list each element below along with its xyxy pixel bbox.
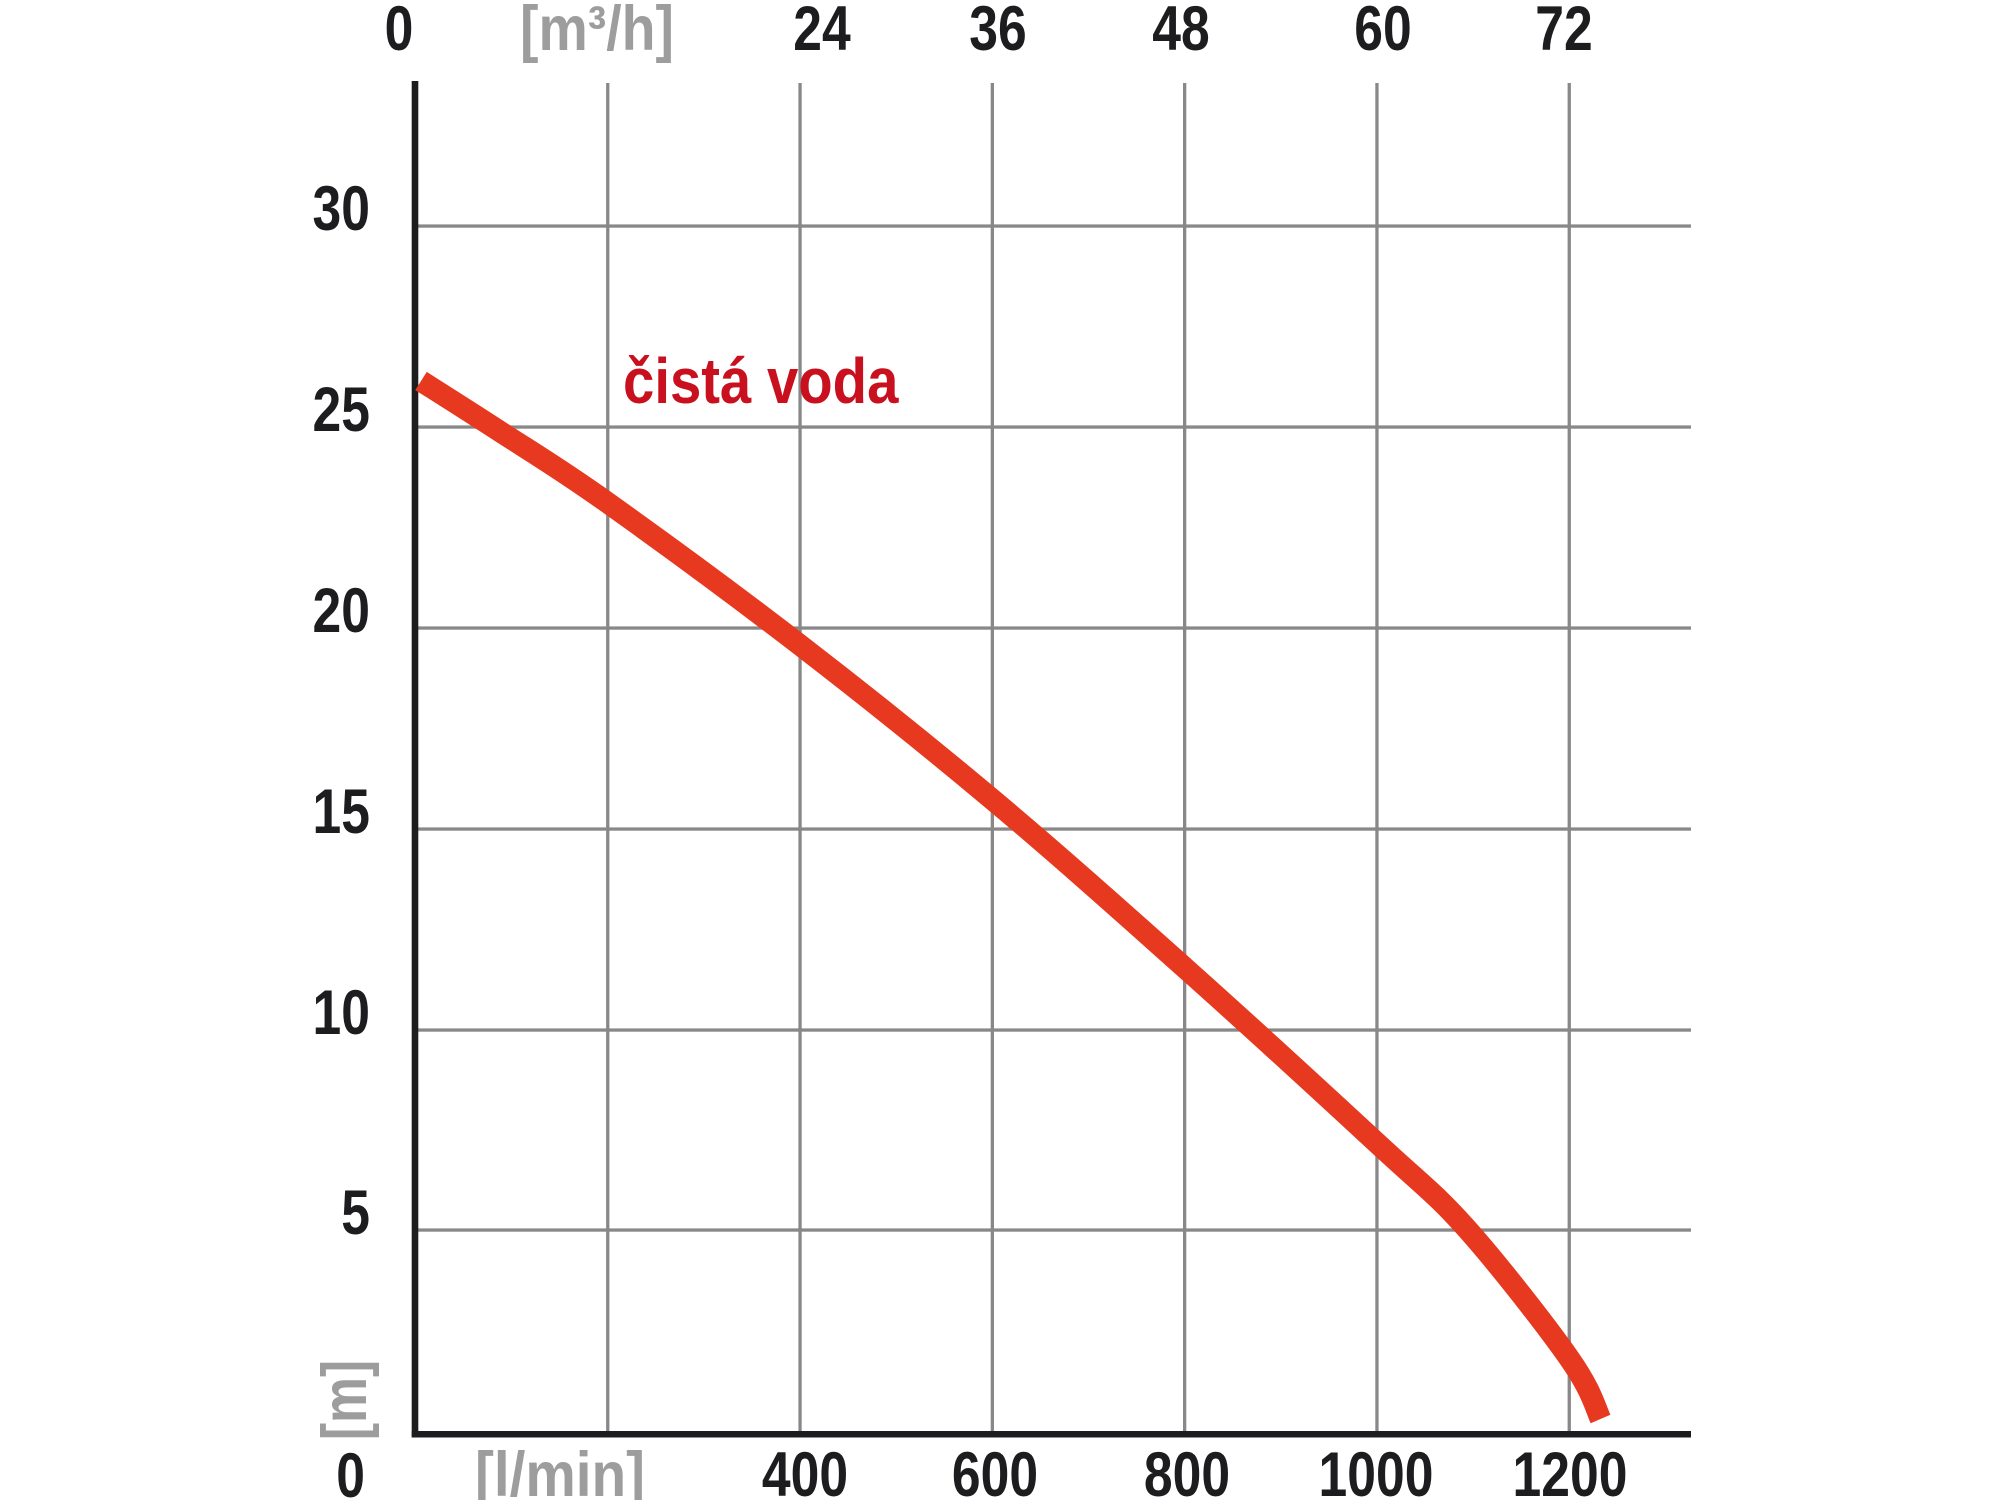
svg-text:25: 25: [313, 375, 370, 445]
svg-text:24: 24: [793, 0, 850, 64]
svg-text:[m³/h]: [m³/h]: [520, 0, 674, 64]
svg-text:72: 72: [1535, 0, 1592, 64]
svg-text:60: 60: [1354, 0, 1411, 64]
svg-text:[l/min]: [l/min]: [475, 1439, 645, 1500]
svg-text:36: 36: [969, 0, 1026, 64]
svg-text:1200: 1200: [1513, 1440, 1628, 1500]
svg-text:20: 20: [313, 576, 370, 646]
svg-text:48: 48: [1152, 0, 1209, 64]
svg-text:600: 600: [952, 1440, 1038, 1500]
svg-text:čistá voda: čistá voda: [623, 345, 899, 417]
svg-text:400: 400: [762, 1440, 848, 1500]
svg-text:1000: 1000: [1319, 1440, 1434, 1500]
svg-text:[m]: [m]: [310, 1360, 380, 1440]
svg-text:10: 10: [313, 978, 370, 1048]
svg-text:800: 800: [1144, 1440, 1230, 1500]
svg-text:0: 0: [336, 1441, 365, 1500]
svg-text:15: 15: [313, 777, 370, 847]
svg-text:30: 30: [313, 174, 370, 244]
svg-text:5: 5: [341, 1178, 370, 1248]
svg-text:0: 0: [385, 0, 414, 64]
